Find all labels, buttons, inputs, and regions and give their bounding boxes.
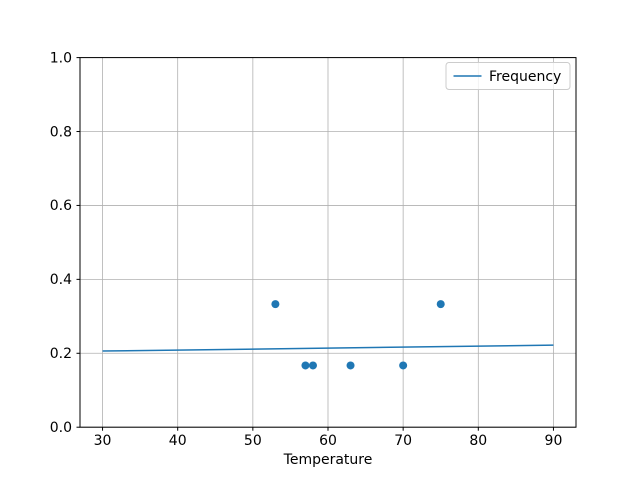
x-tick-label: 30	[94, 433, 112, 449]
data-point	[271, 300, 280, 309]
y-tick-label: 0.6	[50, 198, 72, 214]
tick-marks	[76, 57, 554, 431]
data-point	[399, 361, 408, 370]
x-tick-label: 70	[394, 433, 412, 449]
data-point	[346, 361, 355, 370]
x-tick-label: 40	[169, 433, 187, 449]
y-tick-label: 0.4	[50, 272, 72, 288]
y-tick-label: 0.0	[50, 420, 72, 436]
legend: Frequency	[445, 62, 571, 90]
plot-series	[102, 300, 554, 370]
y-tick-label: 0.2	[50, 346, 72, 362]
x-tick-label: 60	[319, 433, 337, 449]
y-tick-label: 1.0	[50, 50, 72, 66]
tick-labels: 30 40 50 60 70 80 90 0.0 0.2 0.4 0.6 0.8 1.0	[50, 50, 563, 449]
data-point	[436, 300, 445, 309]
data-point	[308, 361, 317, 370]
x-axis-label: Temperature	[283, 452, 373, 468]
x-tick-label: 50	[244, 433, 262, 449]
frequency-line	[102, 344, 554, 352]
data-point	[301, 361, 310, 370]
x-tick-label: 80	[469, 433, 487, 449]
legend-label: Frequency	[489, 69, 561, 85]
gridlines	[80, 57, 576, 428]
x-tick-label: 90	[545, 433, 563, 449]
y-tick-label: 0.8	[50, 124, 72, 140]
legend-box	[445, 62, 571, 90]
